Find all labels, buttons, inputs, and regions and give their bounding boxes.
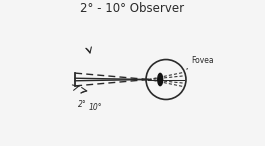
Text: 2°: 2°	[78, 100, 87, 109]
Text: Fovea: Fovea	[187, 55, 214, 69]
Ellipse shape	[158, 73, 163, 86]
Title: 2° - 10° Observer: 2° - 10° Observer	[81, 2, 184, 15]
Text: 10°: 10°	[88, 103, 102, 112]
